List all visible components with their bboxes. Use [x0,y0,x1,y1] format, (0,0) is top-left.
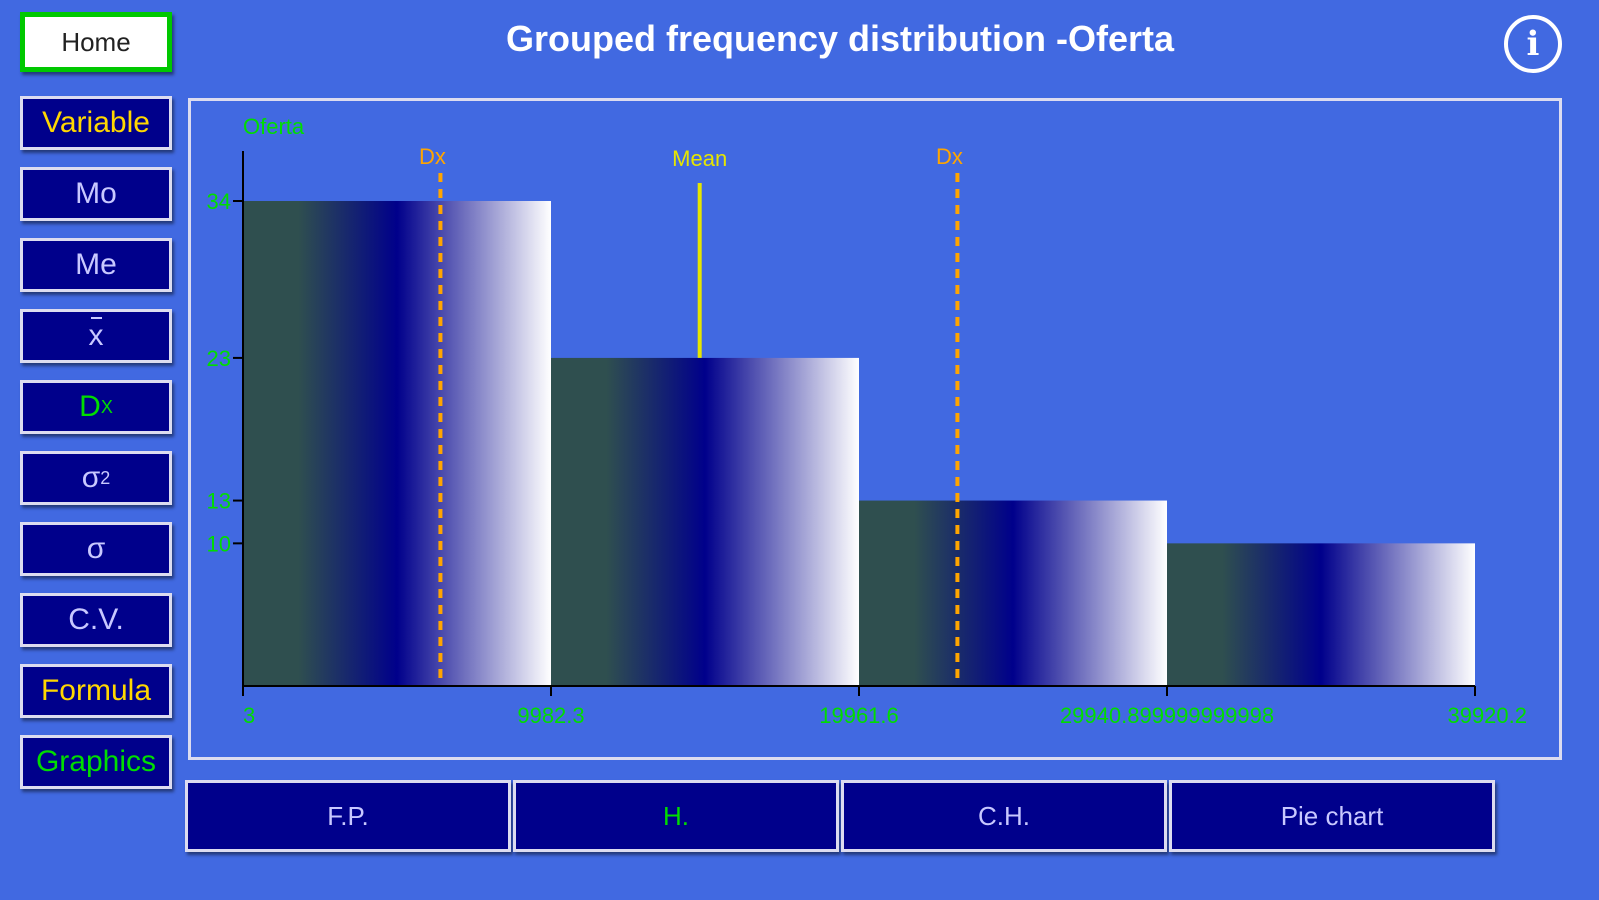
variable-button[interactable]: Variable [20,96,172,150]
median-button[interactable]: Me [20,238,172,292]
decile-subscript: X [100,396,113,417]
x-tick-label: 19961.6 [819,703,899,728]
histogram-chart: Oferta 34 23 13 10 3 9982.3 19961.6 29940.899999… [188,98,1562,760]
std-dev-button[interactable]: σ [20,522,172,576]
x-tick-label: 29940.899999999998 [1060,703,1274,728]
x-tick-label: 39920.2 [1447,703,1527,728]
y-tick-label: 23 [207,346,231,371]
mean-marker-label: Mean [672,146,727,171]
x-tick-label: 9982.3 [517,703,584,728]
chart-title: Oferta [243,114,305,139]
mean-symbol: x [88,317,104,352]
variance-superscript: 2 [100,467,111,488]
histogram-bar [243,201,551,686]
variance-symbol: σ [81,461,101,494]
histogram-svg: Oferta 34 23 13 10 3 9982.3 19961.6 29940.899999… [207,114,1527,728]
decile-marker-label: Dx [936,144,963,169]
graphics-button[interactable]: Graphics [20,735,172,789]
histogram-bar [859,500,1167,686]
y-tick-label: 34 [207,189,231,214]
info-icon[interactable]: i [1504,15,1562,73]
formula-button[interactable]: Formula [20,664,172,718]
mode-button[interactable]: Mo [20,167,172,221]
tab-ch[interactable]: C.H. [841,780,1167,852]
tab-fp[interactable]: F.P. [185,780,511,852]
y-tick-label: 10 [207,531,231,556]
y-tick-label: 13 [207,489,231,514]
histogram-bar [551,357,859,686]
home-button[interactable]: Home [20,12,172,72]
histogram-bar [1167,543,1475,686]
decile-symbol: D [79,390,101,423]
page-title: Grouped frequency distribution -Oferta [505,18,1175,59]
x-tick-label: 3 [243,703,255,728]
mean-button[interactable]: x [20,309,172,363]
tab-histogram[interactable]: H. [513,780,839,852]
tab-pie-chart[interactable]: Pie chart [1169,780,1495,852]
decile-marker-label: Dx [419,144,446,169]
cv-button[interactable]: C.V. [20,593,172,647]
